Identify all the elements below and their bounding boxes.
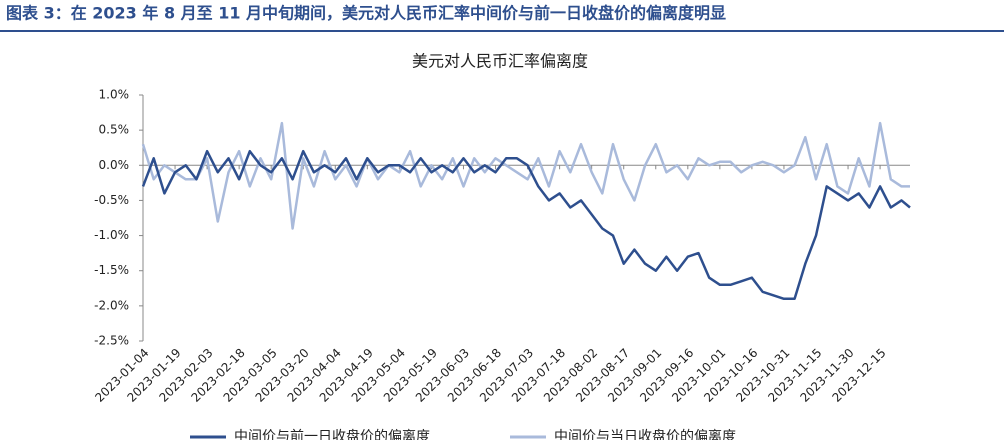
y-tick-label: -2.0% <box>94 298 129 312</box>
y-tick-label: 0.0% <box>99 158 130 172</box>
y-tick-label: -1.5% <box>94 263 129 277</box>
series-line <box>141 149 911 301</box>
page-title: 图表 3：在 2023 年 8 月至 11 月中旬期间，美元对人民币汇率中间价与… <box>6 4 726 23</box>
legend-label: 中间价与当日收盘价的偏离度 <box>554 428 736 440</box>
legend-label: 中间价与前一日收盘价的偏离度 <box>234 428 430 440</box>
y-tick-label: -0.5% <box>94 193 129 207</box>
y-tick-label: -2.5% <box>94 334 129 348</box>
series-line <box>141 121 910 230</box>
y-tick-label: 0.5% <box>99 123 130 137</box>
y-tick-label: -1.0% <box>94 228 129 242</box>
chart-title: 美元对人民币汇率偏离度 <box>412 52 588 71</box>
y-tick-label: 1.0% <box>99 88 130 102</box>
